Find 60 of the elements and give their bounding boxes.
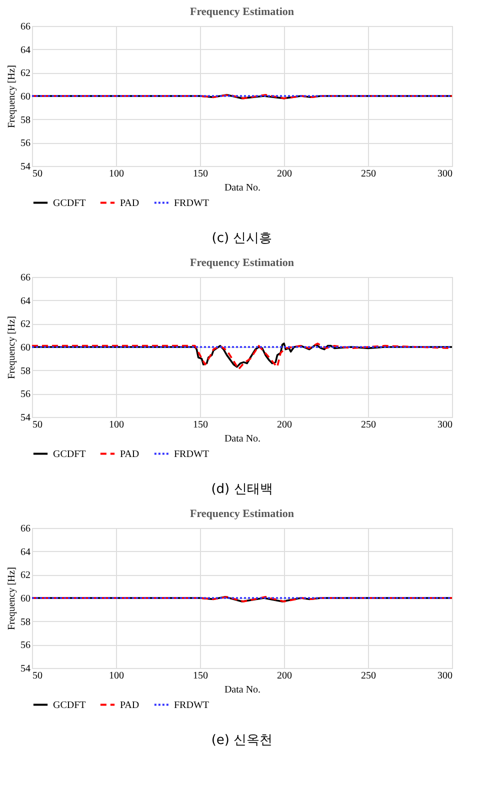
x-axis-title: Data No. [224,434,261,444]
x-tick-label: 100 [109,420,124,430]
x-tick-label: 250 [361,420,376,430]
y-tick-label: 56 [20,640,30,652]
legend-label: GCDFT [53,198,86,209]
y-tick-label: 60 [20,342,30,354]
y-tick-label: 60 [20,594,30,604]
x-tick-label: 300 [438,420,452,430]
y-axis-title: Frequency [Hz] [6,64,18,128]
x-tick-label: 300 [438,670,452,682]
y-tick-label: 62 [20,319,30,330]
x-tick-label: 50 [32,420,42,430]
y-tick-label: 64 [20,44,30,56]
y-tick-label: 58 [20,616,30,628]
x-tick-label: 150 [193,670,208,682]
y-tick-label: 60 [20,92,30,102]
y-tick-label: 66 [20,22,30,32]
x-tick-label: 150 [193,420,208,430]
y-tick-label: 62 [20,68,30,80]
y-tick-label: 62 [20,570,30,582]
y-tick-label: 64 [20,546,30,558]
chart-title: Frequency Estimation [190,257,294,269]
legend-label: FRDWT [174,448,209,460]
legend-label: GCDFT [53,700,86,711]
legend-label: PAD [120,700,140,711]
y-tick-label: 58 [20,114,30,126]
legend-label: PAD [120,198,140,209]
x-tick-label: 100 [109,670,124,682]
x-tick-label: 250 [361,168,376,180]
x-tick-label: 100 [109,168,124,180]
y-tick-label: 66 [20,524,30,534]
y-tick-label: 56 [20,138,30,150]
text: (c) 신시흥 [212,231,272,246]
x-tick-label: 200 [277,420,292,430]
x-tick-label: 200 [277,168,292,180]
x-axis-title: Data No. [224,684,261,696]
y-tick-label: 58 [20,366,30,377]
y-tick-label: 66 [20,272,30,284]
legend-label: FRDWT [174,700,209,711]
y-tick-label: 56 [20,389,30,400]
legend-label: PAD [120,448,140,460]
y-tick-label: 54 [20,162,30,172]
x-tick-label: 50 [32,670,42,682]
y-tick-label: 54 [20,664,30,674]
x-tick-label: 250 [361,670,376,682]
y-axis-title: Frequency [Hz] [6,316,18,380]
x-axis-title: Data No. [224,182,261,194]
text: (e) 신옥천 [211,733,273,748]
x-tick-label: 300 [438,168,452,180]
chart-title: Frequency Estimation [190,508,294,520]
x-tick-label: 200 [277,670,292,682]
y-axis-title: Frequency [Hz] [6,566,18,630]
y-tick-label: 64 [20,296,30,307]
chart-title: Frequency Estimation [190,6,294,18]
x-tick-label: 150 [193,168,208,180]
text: (d) 신태백 [211,482,273,497]
y-tick-label: 54 [20,412,30,424]
legend-label: GCDFT [53,448,86,460]
x-tick-label: 50 [32,168,42,180]
legend-label: FRDWT [174,198,209,209]
